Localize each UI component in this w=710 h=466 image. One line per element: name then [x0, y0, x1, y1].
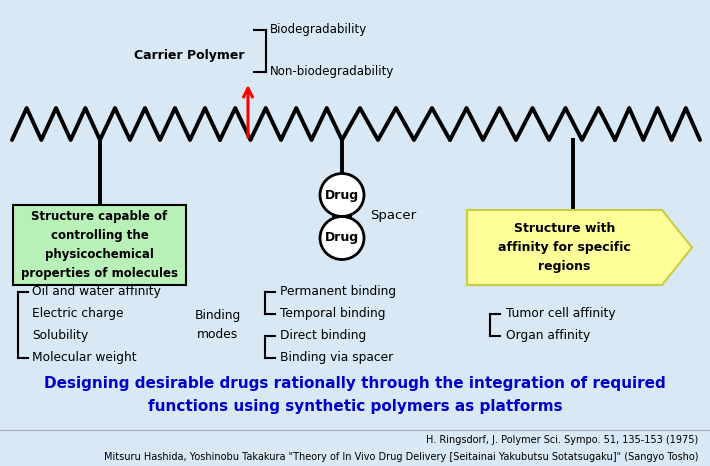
FancyBboxPatch shape — [13, 205, 186, 285]
Text: Temporal binding: Temporal binding — [280, 308, 386, 321]
Text: Oil and water affinity: Oil and water affinity — [32, 286, 161, 299]
Polygon shape — [467, 210, 692, 285]
Text: Binding
modes: Binding modes — [195, 309, 241, 341]
Text: Drug: Drug — [325, 189, 359, 201]
Text: Solubility: Solubility — [32, 329, 88, 343]
Text: Carrier Polymer: Carrier Polymer — [133, 48, 244, 62]
Ellipse shape — [320, 173, 364, 217]
Text: Tumor cell affinity: Tumor cell affinity — [506, 308, 616, 321]
Text: H. Ringsdorf, J. Polymer Sci. Sympo. 51, 135-153 (1975): H. Ringsdorf, J. Polymer Sci. Sympo. 51,… — [426, 435, 698, 445]
Text: Electric charge: Electric charge — [32, 308, 124, 321]
Text: Designing desirable drugs rationally through the integration of required
functio: Designing desirable drugs rationally thr… — [44, 376, 666, 414]
Text: Spacer: Spacer — [370, 208, 416, 221]
Text: Direct binding: Direct binding — [280, 329, 366, 343]
Text: Structure with
affinity for specific
regions: Structure with affinity for specific reg… — [498, 222, 631, 273]
Ellipse shape — [320, 217, 364, 260]
Text: Non-biodegradability: Non-biodegradability — [270, 66, 394, 78]
Text: Mitsuru Hashida, Yoshinobu Takakura "Theory of In Vivo Drug Delivery [Seitainai : Mitsuru Hashida, Yoshinobu Takakura "The… — [104, 452, 698, 462]
Text: Molecular weight: Molecular weight — [32, 351, 136, 364]
Text: Organ affinity: Organ affinity — [506, 329, 590, 343]
Text: Binding via spacer: Binding via spacer — [280, 351, 393, 364]
Text: Permanent binding: Permanent binding — [280, 286, 396, 299]
Text: Drug: Drug — [325, 232, 359, 245]
Text: Biodegradability: Biodegradability — [270, 23, 367, 36]
Text: Structure capable of
controlling the
physicochemical
properties of molecules: Structure capable of controlling the phy… — [21, 210, 178, 280]
